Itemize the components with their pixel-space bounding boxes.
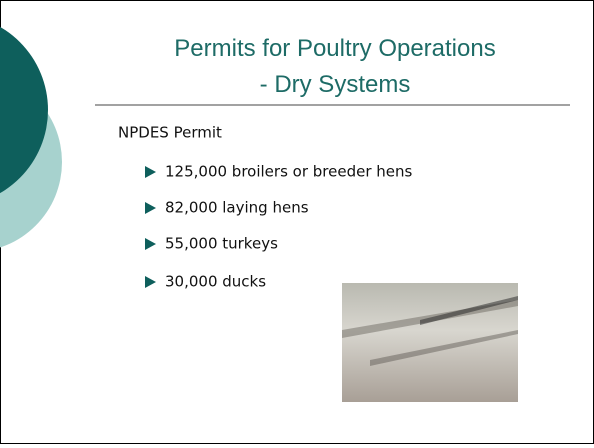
bullet-text: 30,000 ducks [165, 273, 266, 291]
body-heading: NPDES Permit [118, 124, 222, 142]
poultry-photo [342, 283, 518, 402]
bullet-text: 125,000 broilers or breeder hens [165, 163, 413, 181]
bullet-text: 55,000 turkeys [165, 235, 278, 253]
bullet-text: 82,000 laying hens [165, 199, 309, 217]
title-line: - Dry Systems [260, 71, 411, 98]
page: Permits for Poultry Operations - Dry Sys… [0, 0, 594, 444]
title-line: Permits for Poultry Operations [174, 35, 495, 62]
slide: Permits for Poultry Operations - Dry Sys… [0, 0, 594, 444]
